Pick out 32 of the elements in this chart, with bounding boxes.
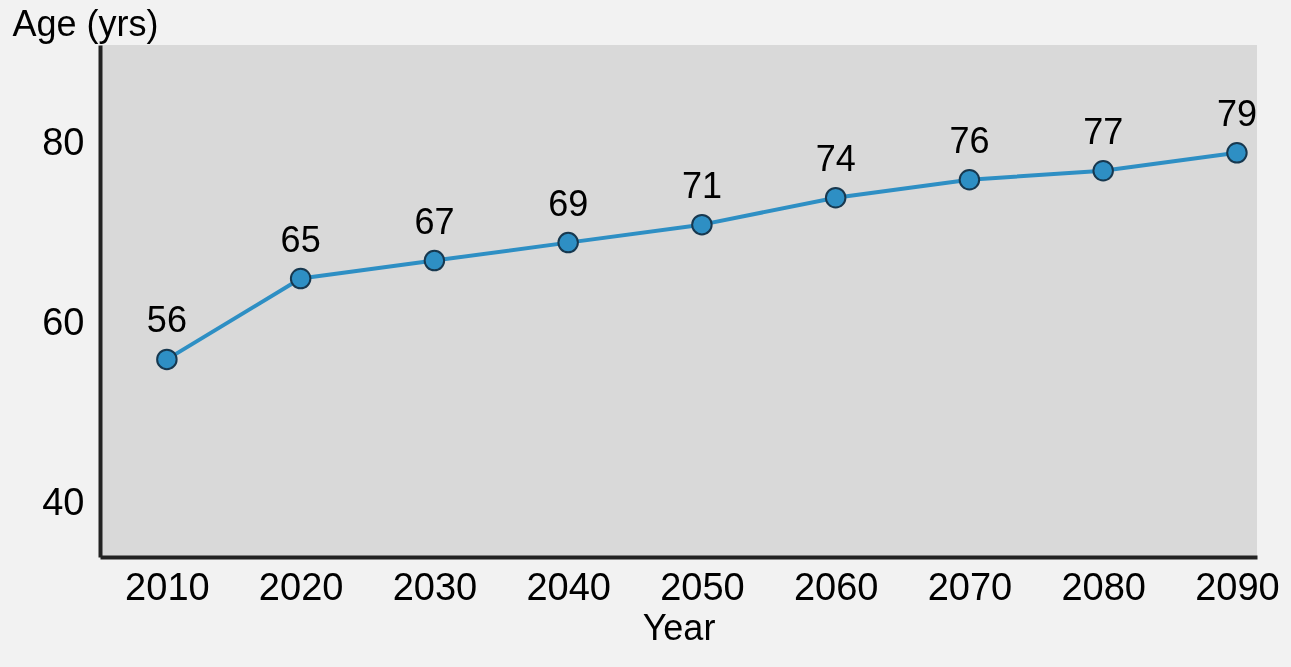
point [1092,160,1114,182]
x-tick-label: 2050 [660,565,745,608]
data-label: 79 [1216,92,1257,134]
x-tick-label: 2090 [1195,565,1280,608]
data-label: 67 [414,200,455,242]
data-label: 74 [815,137,856,179]
point [691,213,713,236]
point [423,249,446,272]
point [1226,142,1248,164]
point [289,267,312,290]
x-axis-title: Year [642,606,716,648]
x-tick-label: 2030 [392,565,478,608]
data-label: 71 [681,164,722,206]
y-tick-label: 40 [42,480,85,523]
x-tick-label: 2010 [125,565,210,608]
point [958,169,981,191]
data-label: 56 [146,299,187,341]
y-axis-title: Age (yrs) [12,2,159,44]
x-tick-label: 2020 [258,565,344,608]
x-tick-label: 2060 [793,565,879,608]
data-label: 76 [949,119,990,161]
point [824,186,847,209]
data-label: 69 [548,182,589,224]
x-tick-label: 2080 [1061,565,1146,608]
point [557,231,579,254]
y-tick-label: 80 [42,121,85,164]
data-label: 77 [1083,110,1124,152]
y-tick-label: 60 [42,300,85,343]
x-tick-label: 2070 [927,565,1013,608]
x-tick-label: 2040 [526,565,611,608]
data-label: 65 [280,218,321,260]
point [156,348,178,371]
